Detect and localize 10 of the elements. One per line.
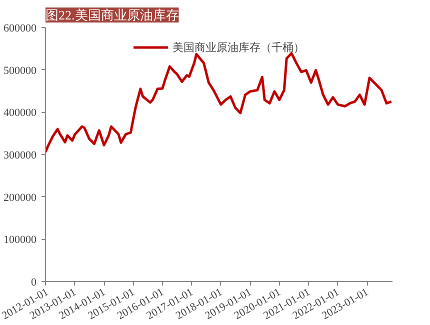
- y-tick-label: 500000: [4, 64, 37, 77]
- chart-title: 图22.美国商业原油库存: [46, 8, 179, 22]
- y-tick-label: 400000: [4, 107, 37, 120]
- y-tick-label: 200000: [4, 192, 37, 204]
- y-tick-label: 600000: [4, 22, 37, 34]
- line-series: [46, 52, 392, 154]
- legend-label: 美国商业原油库存（千桶）: [172, 40, 304, 54]
- y-tick-label: 300000: [4, 150, 37, 162]
- y-tick-label: 100000: [4, 234, 37, 246]
- y-tick-label: 0: [31, 276, 37, 288]
